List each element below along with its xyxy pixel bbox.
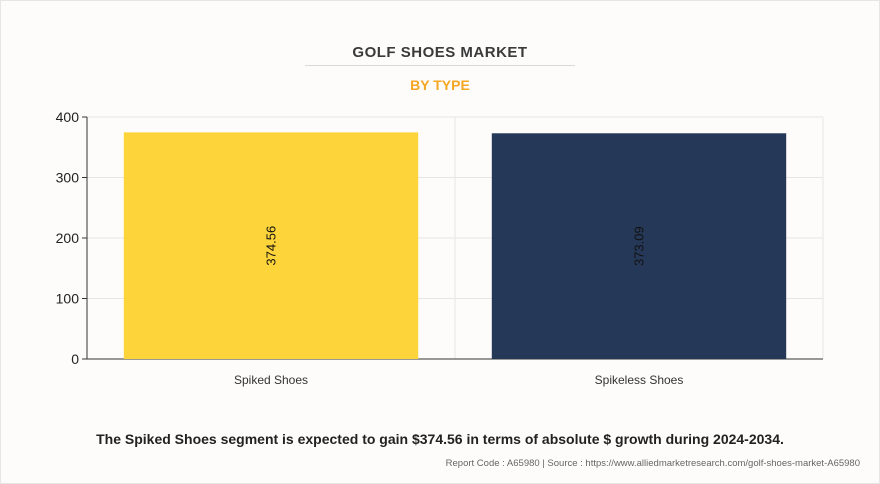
y-tick-label: 0: [71, 351, 79, 367]
y-tick-label: 400: [56, 109, 80, 125]
x-tick-label: Spikeless Shoes: [595, 373, 684, 387]
bar: [491, 133, 787, 359]
data-label: 373.09: [632, 226, 647, 266]
chart-subtitle: BY TYPE: [410, 77, 470, 93]
bar: [123, 132, 419, 359]
title-divider: [305, 65, 575, 66]
chart-title: GOLF SHOES MARKET: [352, 44, 528, 61]
chart-caption: The Spiked Shoes segment is expected to …: [96, 431, 784, 447]
x-tick-label: Spiked Shoes: [234, 373, 308, 387]
y-tick-label: 300: [56, 170, 80, 186]
y-tick-label: 100: [56, 291, 80, 307]
source-note: Report Code : A65980 | Source : https://…: [445, 458, 860, 469]
y-tick-label: 200: [56, 230, 80, 246]
data-label: 374.56: [264, 226, 279, 266]
